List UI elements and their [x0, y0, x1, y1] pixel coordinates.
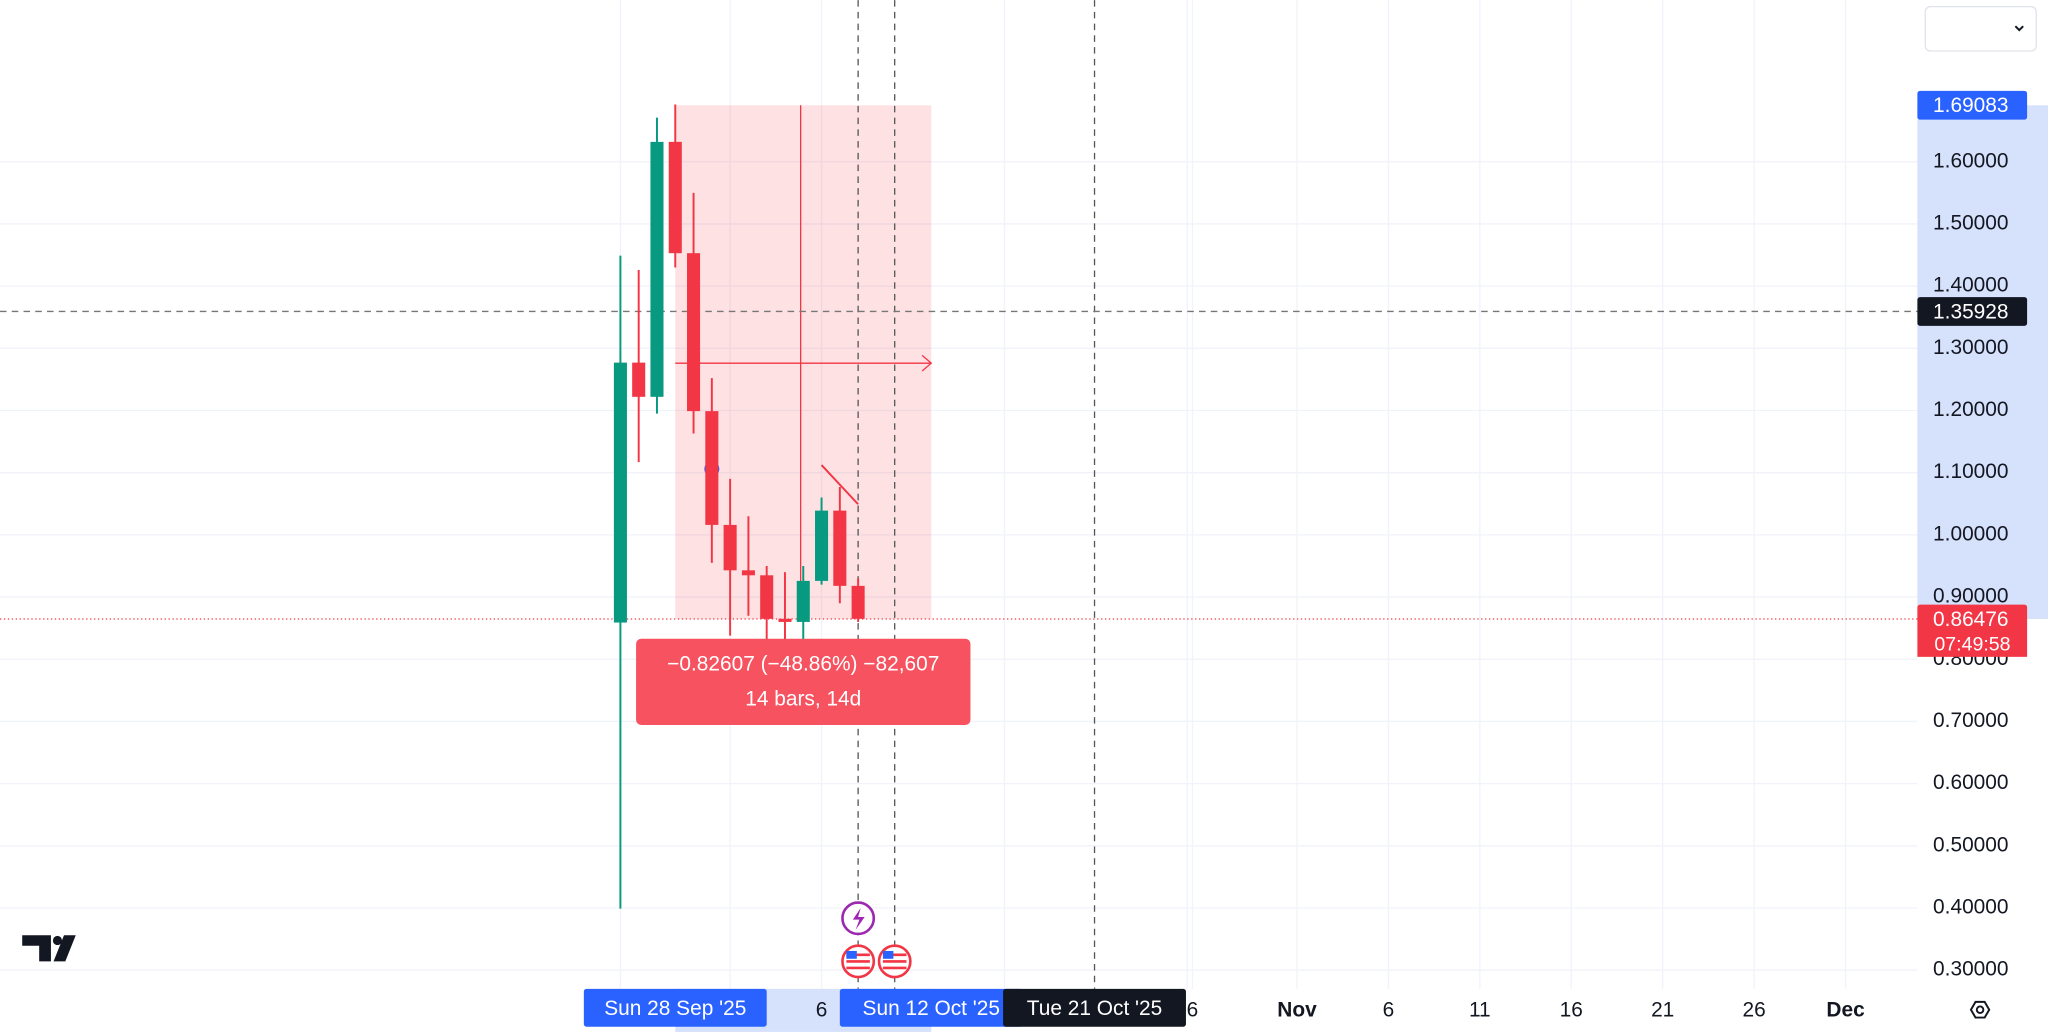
flag-stripes — [846, 953, 907, 970]
measure-tooltip — [636, 638, 971, 725]
logo-dot — [52, 935, 63, 946]
y-tick-label: 0.50000 — [1933, 833, 2008, 856]
x-tick-label: 26 — [1743, 999, 1766, 1022]
logo-mark — [22, 935, 76, 962]
y-tick-label: 1.40000 — [1933, 274, 2008, 297]
y-tick-label: 0.90000 — [1933, 585, 2008, 608]
x-tick-label: 11 — [1469, 999, 1491, 1022]
candle-body — [723, 524, 737, 571]
y-tick-label: 0.30000 — [1933, 958, 2008, 981]
measure-zone — [675, 105, 932, 619]
settings-icon-dot — [1975, 1005, 1985, 1014]
y-tick-label: 0.70000 — [1933, 709, 2008, 732]
x-marker-label: Tue 21 Oct '25 — [1027, 997, 1163, 1020]
price-label: 0.86476 — [1933, 608, 2008, 631]
y-tick-label: 1.00000 — [1933, 522, 2008, 545]
y-tick-label: 1.60000 — [1933, 149, 2008, 172]
price-label-box — [1917, 90, 2028, 120]
price-label: 1.69083 — [1933, 94, 2008, 117]
countdown-box — [1917, 630, 2028, 657]
x-marker-label: Sun 28 Sep '25 — [604, 997, 746, 1020]
x-marker-box — [583, 988, 767, 1027]
candle-body — [760, 575, 774, 619]
x-tick-label: 16 — [1560, 999, 1583, 1022]
event-icon-bolt — [852, 907, 865, 931]
x-marker-box — [1003, 988, 1186, 1027]
y-tick-label: 1.10000 — [1933, 460, 2008, 483]
y-tick-label: 1.30000 — [1933, 336, 2008, 359]
flag-canton — [882, 950, 894, 959]
settings-button[interactable] — [1969, 1000, 1991, 1019]
candle-body — [741, 570, 755, 576]
price-highlight — [1917, 105, 2048, 619]
settings-icon[interactable] — [1969, 1000, 1991, 1019]
drawings — [0, 0, 2048, 989]
price-label: 1.35928 — [1933, 300, 2008, 323]
candle-body — [668, 141, 682, 254]
candle-body — [778, 618, 792, 622]
candles — [613, 104, 865, 909]
price-label-box — [1917, 604, 2028, 634]
x-marker-label: Sun 12 Oct '25 — [863, 997, 1000, 1020]
chevron — [2014, 25, 2024, 32]
countdown: 07:49:58 — [1934, 633, 2010, 655]
y-tick-label: 1.20000 — [1933, 398, 2008, 421]
x-tick-label: 21 — [1651, 999, 1674, 1022]
candle-body — [705, 411, 719, 525]
measure-arrow — [675, 354, 933, 372]
grid — [0, 0, 1918, 989]
measure-text: 14 bars, 14d — [745, 688, 861, 711]
x-tick-label: Dec — [1826, 999, 1864, 1022]
candle-body — [833, 510, 847, 586]
candle-body — [687, 253, 701, 412]
trend-line — [820, 464, 859, 505]
x-marker-box — [839, 988, 1023, 1027]
y-tick-label: 1.50000 — [1933, 211, 2008, 234]
currency-select[interactable] — [1924, 5, 2037, 52]
labels: 0.300000.400000.500000.600000.700000.800… — [583, 90, 2028, 1027]
measure-text: −0.82607 (−48.86%) −82,607 — [667, 652, 939, 675]
candle-body — [815, 510, 829, 581]
flag-canton — [846, 950, 857, 959]
candle-body — [796, 580, 810, 622]
event-icons — [841, 901, 912, 979]
candle-body — [613, 362, 627, 623]
candle-body — [632, 362, 646, 397]
candle-body — [851, 585, 865, 619]
x-tick-label: 6 — [1187, 999, 1199, 1022]
currency-box[interactable] — [1924, 5, 2037, 52]
x-tick-label: 6 — [1383, 999, 1395, 1022]
y-tick-label: 0.40000 — [1933, 895, 2008, 918]
candle-body — [650, 141, 664, 397]
x-tick-label: 6 — [816, 999, 828, 1022]
y-tick-label: 0.60000 — [1933, 771, 2008, 794]
x-tick-label: Nov — [1277, 999, 1317, 1022]
logo — [22, 935, 76, 962]
price-label-box — [1917, 297, 2028, 326]
